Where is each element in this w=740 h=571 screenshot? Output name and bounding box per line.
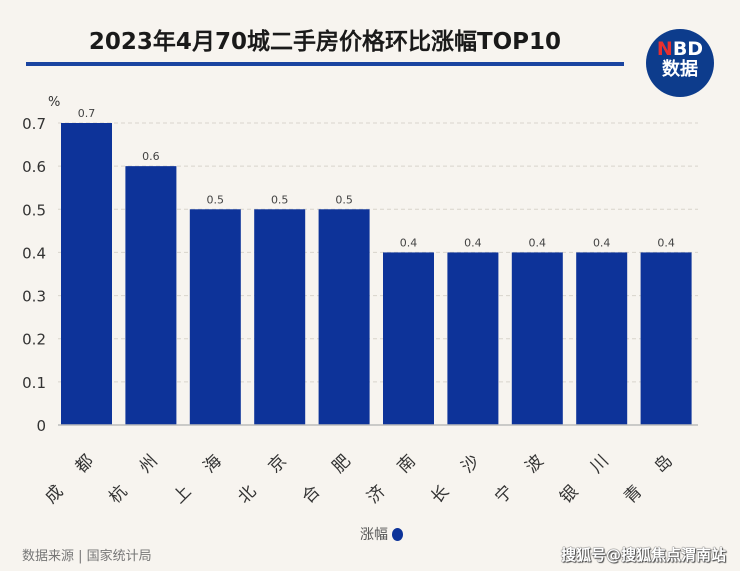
- chart-title: 2023年4月70城二手房价格环比涨幅TOP10: [88, 29, 562, 55]
- data-label: 0.4: [464, 236, 482, 249]
- bar: [383, 252, 434, 425]
- nbd-logo: NBD 数据: [646, 29, 714, 97]
- y-tick-label: 0.2: [22, 331, 46, 349]
- legend-marker: [392, 528, 403, 541]
- bar: [576, 252, 628, 425]
- data-label: 0.6: [142, 150, 160, 163]
- y-tick-label: 0: [36, 417, 46, 435]
- bar: [640, 252, 692, 425]
- data-label: 0.4: [657, 236, 675, 249]
- bar: [254, 209, 306, 425]
- bar: [447, 252, 499, 425]
- data-label: 0.5: [207, 193, 225, 206]
- y-tick-label: 0.6: [22, 158, 46, 176]
- credit-watermark: 搜狐号@搜狐焦点渭南站: [560, 546, 726, 564]
- bar: [125, 166, 177, 425]
- y-tick-label: 0.1: [22, 374, 46, 392]
- bar: [61, 123, 112, 425]
- data-label: 0.4: [593, 236, 611, 249]
- title-underline: [26, 62, 624, 66]
- y-tick-label: 0.7: [22, 115, 46, 133]
- data-label: 0.4: [529, 236, 547, 249]
- bar: [511, 252, 563, 425]
- y-tick-label: 0.4: [22, 244, 46, 262]
- y-tick-label: 0.5: [22, 201, 46, 219]
- bar: [189, 209, 241, 425]
- data-label: 0.4: [400, 236, 418, 249]
- data-label: 0.5: [271, 193, 289, 206]
- data-label: 0.5: [335, 193, 353, 206]
- legend: 涨幅: [360, 524, 403, 544]
- legend-label: 涨幅: [360, 527, 388, 543]
- y-tick-label: 0.3: [22, 288, 46, 306]
- y-axis-unit: %: [48, 95, 60, 110]
- data-label: 0.7: [78, 107, 96, 120]
- data-source: 数据来源 | 国家统计局: [22, 549, 152, 564]
- bar: [318, 209, 370, 425]
